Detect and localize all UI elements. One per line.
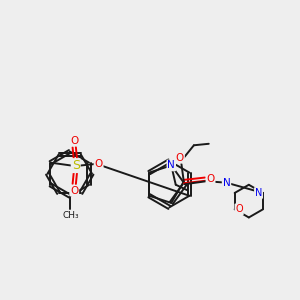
Text: S: S xyxy=(72,159,80,172)
Text: N: N xyxy=(223,178,230,188)
Text: CH₃: CH₃ xyxy=(62,212,79,220)
Text: N: N xyxy=(255,188,262,198)
Text: O: O xyxy=(70,186,78,196)
Text: N: N xyxy=(167,160,175,170)
Text: O: O xyxy=(235,204,243,214)
Text: O: O xyxy=(70,136,78,146)
Text: O: O xyxy=(94,159,103,169)
Text: O: O xyxy=(176,153,184,163)
Text: O: O xyxy=(206,174,214,184)
